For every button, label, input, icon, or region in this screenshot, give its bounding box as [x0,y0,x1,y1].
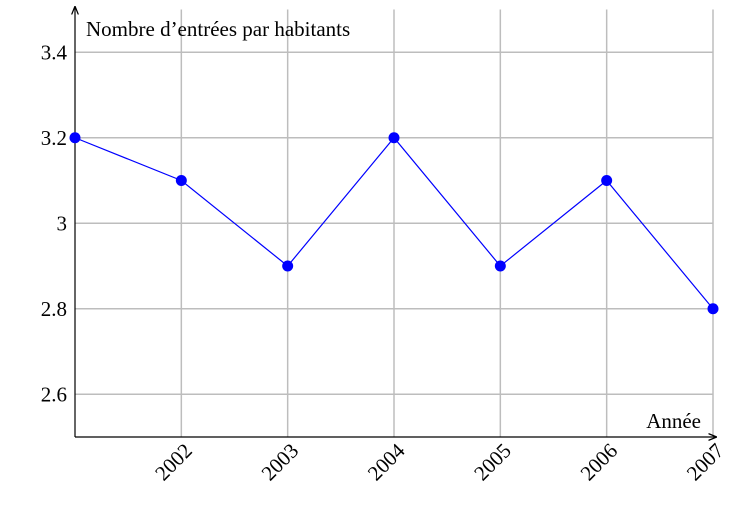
x-tick-label: 2005 [469,439,516,486]
y-tick-label: 2.6 [41,382,67,406]
point [69,132,81,144]
y-tick-label: 3.2 [41,126,67,150]
point [494,260,506,272]
point [175,175,187,186]
point [282,260,294,272]
x-axis-label: Année [646,409,701,433]
point [601,175,613,186]
point [388,132,400,144]
y-axis-label: Nombre d’entrées par habitants [86,17,350,41]
grid [75,9,714,437]
y-tick-label: 2.8 [41,297,67,321]
x-tick-label: 2007 [682,439,729,486]
y-tick-label: 3 [57,211,68,235]
x-tick-label: 2002 [150,439,197,486]
x-tick-label: 2003 [257,439,304,486]
x-tick-label: 2006 [576,439,623,486]
point [707,303,719,315]
x-tick-label: 2004 [363,438,410,485]
y-tick-label: 3.4 [41,40,68,64]
